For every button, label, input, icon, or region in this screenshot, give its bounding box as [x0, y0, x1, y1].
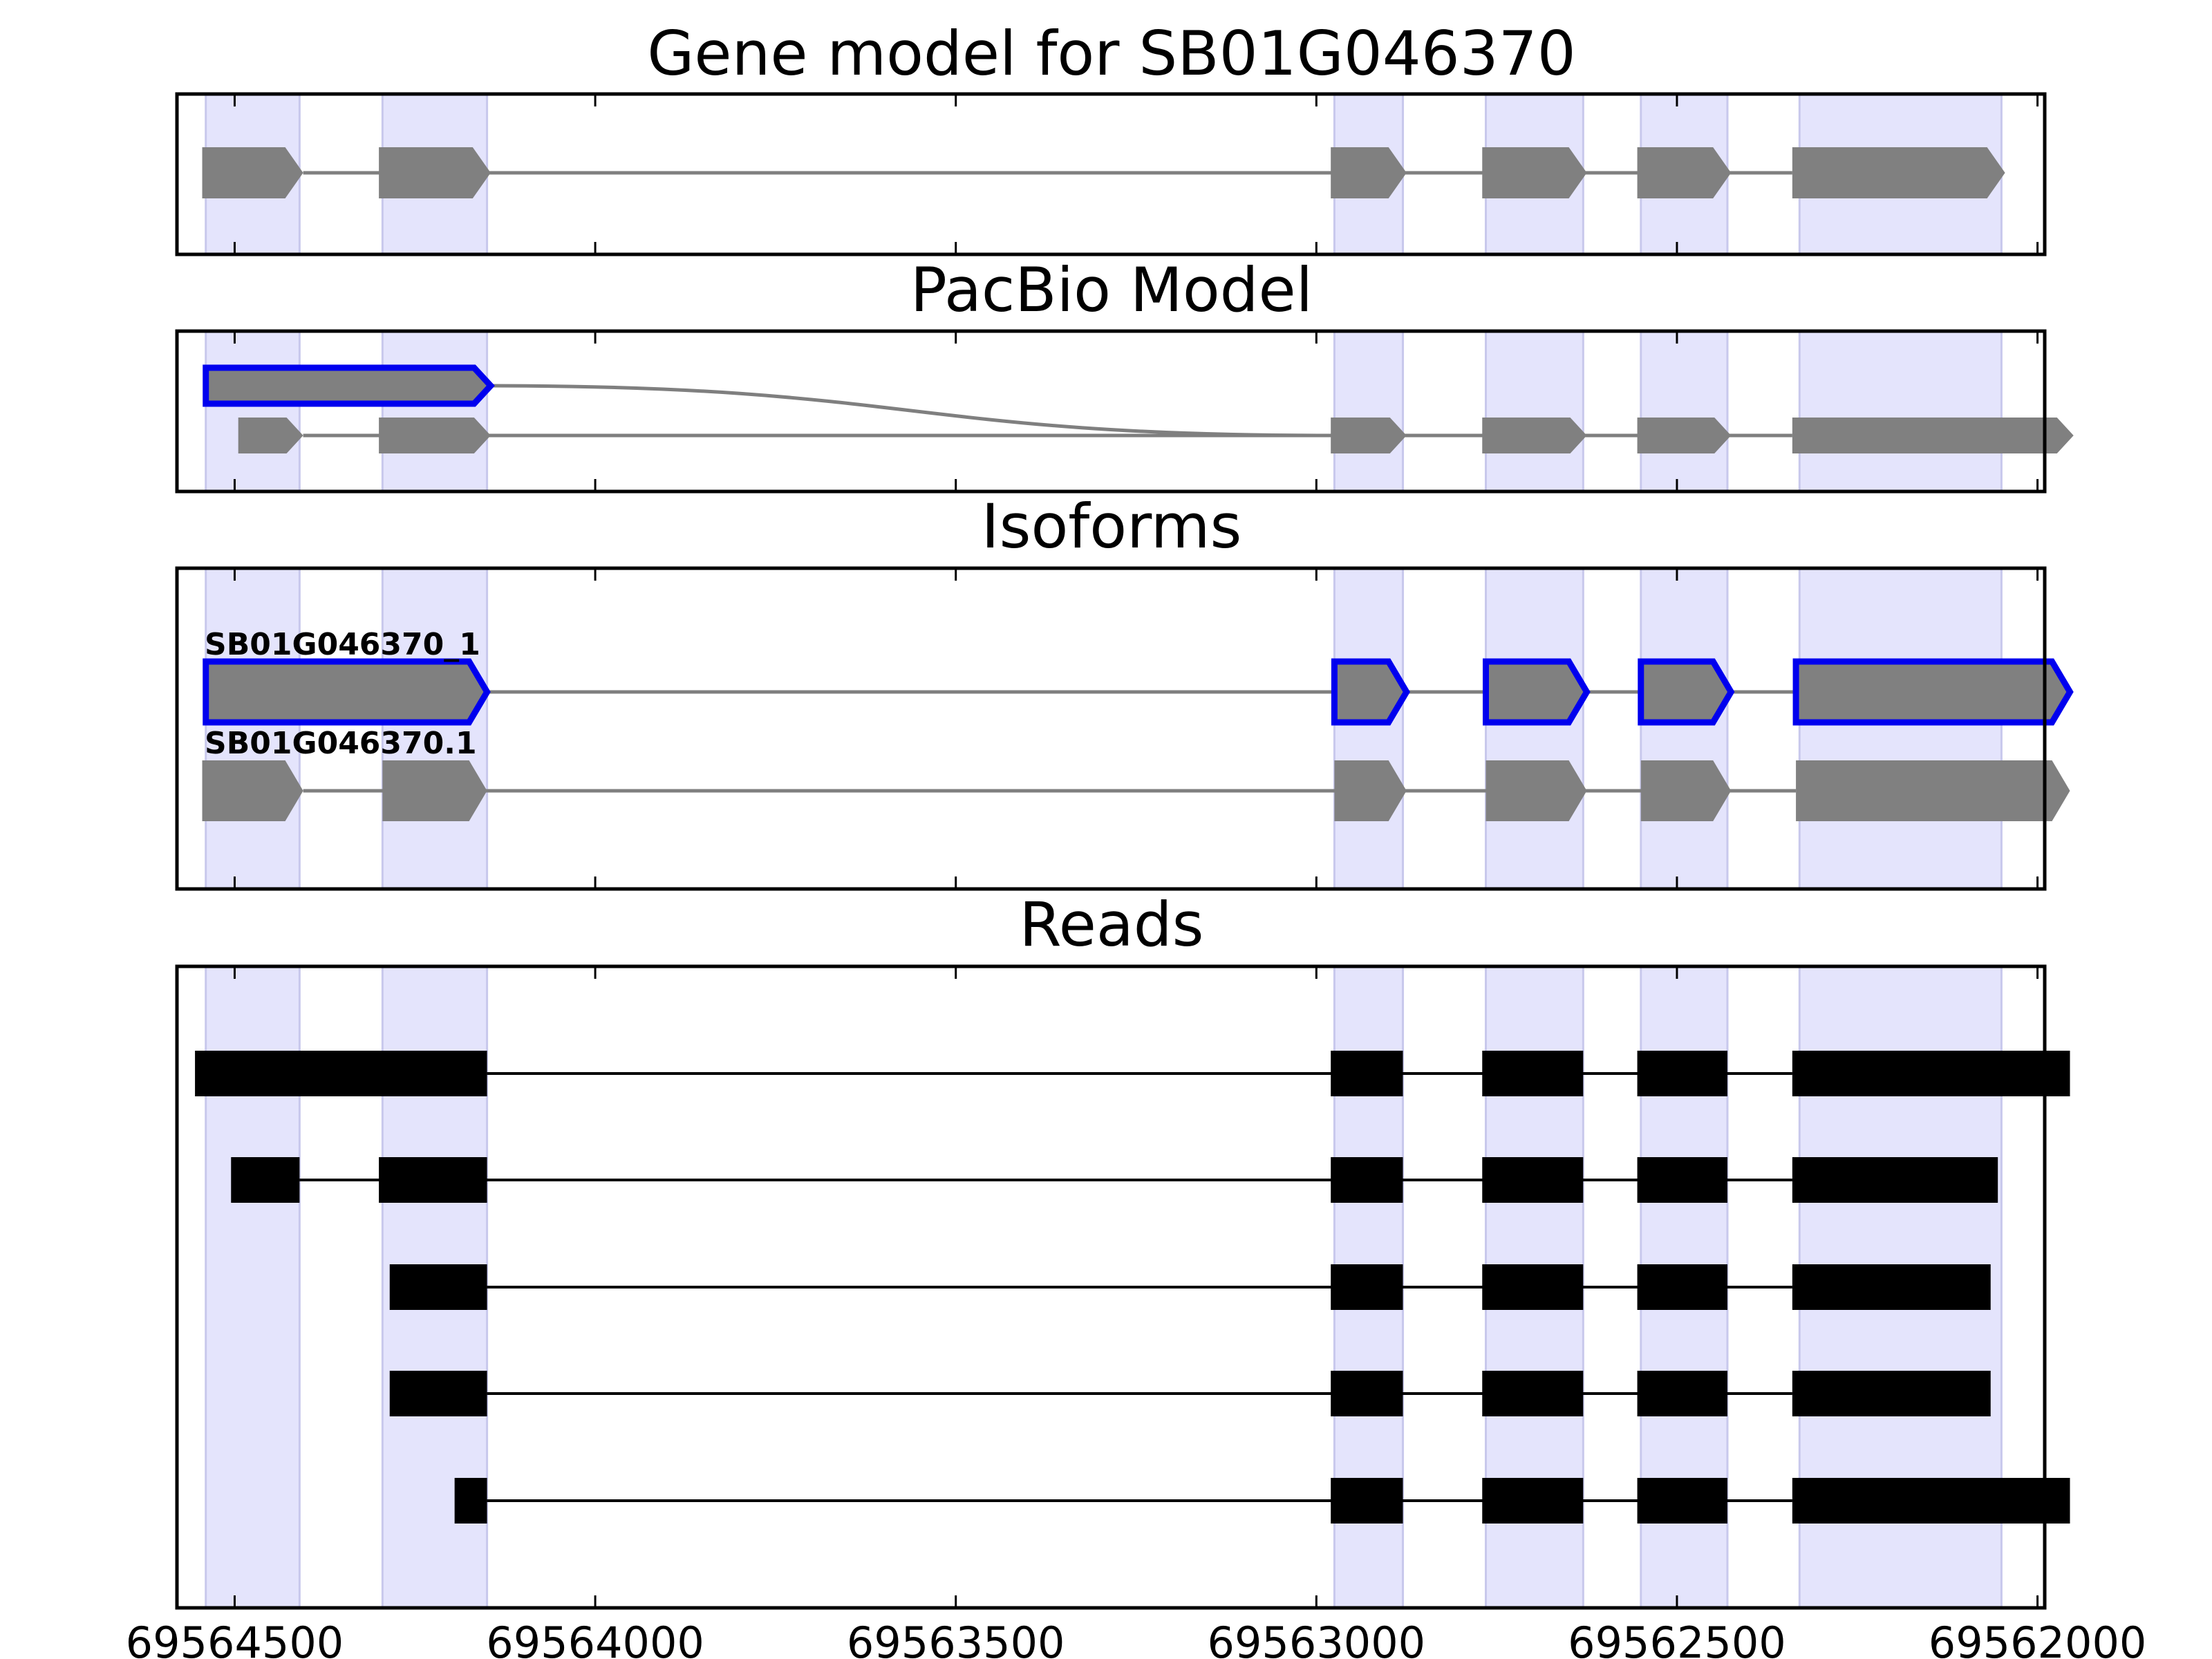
read-block — [1482, 1371, 1584, 1416]
exon-region-band — [1640, 330, 1729, 493]
isoform-label: SB01G046370.1 — [205, 726, 477, 761]
panel-isoforms: Isoforms SB01G046370_1 SB01G046370.1 — [175, 491, 2074, 891]
exon-arrow — [382, 760, 487, 821]
exon-region-band — [1484, 567, 1584, 890]
read-block — [1637, 1478, 1727, 1524]
exon-region-band — [205, 330, 301, 493]
panel-title-pacbio-model: PacBio Model — [910, 254, 1313, 326]
exon-region-band — [205, 567, 301, 890]
isoform-label: SB01G046370_1 — [205, 627, 480, 662]
splice-link-curve — [490, 384, 1331, 438]
exon-region-band — [1640, 567, 1729, 890]
exon-arrow — [1485, 760, 1587, 821]
read-block — [1792, 1371, 1991, 1416]
panel-title-reads: Reads — [1020, 889, 1204, 960]
panel-gene-model: Gene model for SB01G046370 — [175, 18, 2047, 256]
panel-frame — [175, 566, 2047, 891]
read-block — [231, 1157, 300, 1203]
panel-frame — [175, 964, 2047, 1610]
read-block — [1482, 1478, 1584, 1524]
exon-arrow — [238, 418, 303, 453]
highlighted-exon-arrow — [1792, 658, 2074, 726]
read-block — [1792, 1478, 2070, 1524]
exon-arrow — [1792, 147, 2005, 198]
panel-frame — [175, 329, 2047, 494]
read-block — [1331, 1157, 1403, 1203]
panel-reads: Reads — [175, 889, 2070, 1610]
exon-arrow — [1792, 418, 2074, 453]
reads-plot-area — [175, 964, 2070, 1610]
panel-title-gene-model: Gene model for SB01G046370 — [647, 18, 1576, 89]
exon-arrow — [1331, 418, 1407, 453]
panel-pacbio-model: PacBio Model — [175, 254, 2074, 494]
read-block — [389, 1371, 487, 1416]
exon-arrow — [1796, 760, 2070, 821]
read-block — [389, 1264, 487, 1310]
exon-arrow — [1482, 147, 1587, 198]
exon-arrow — [379, 418, 491, 453]
exon-arrow — [202, 147, 303, 198]
x-axis-tick-labels: 69564500 69564000 69563500 69563000 69562500… — [126, 1618, 2147, 1659]
gene-model-plot-area — [175, 92, 2047, 256]
isoforms-plot-area: SB01G046370_1 SB01G046370.1 — [175, 566, 2074, 891]
exon-arrow — [1640, 760, 1732, 821]
exon-arrow — [1637, 418, 1732, 453]
read-block — [1482, 1157, 1584, 1203]
highlighted-exon-arrow — [1638, 658, 1735, 726]
highlighted-exon-arrow — [203, 364, 495, 407]
exon-region-band — [381, 330, 489, 493]
x-tick-label: 69563500 — [847, 1618, 1065, 1659]
exon-arrow — [202, 760, 303, 821]
exon-arrow — [1482, 418, 1587, 453]
panel-frame — [175, 92, 2047, 256]
highlighted-exon-arrow — [1331, 658, 1410, 726]
read-block — [1331, 1371, 1403, 1416]
read-block — [1331, 1264, 1403, 1310]
x-tick-label: 69562000 — [1929, 1618, 2147, 1659]
exon-region-band — [1484, 330, 1584, 493]
highlighted-exon-arrow — [1482, 658, 1591, 726]
read-block — [1792, 1051, 2070, 1096]
exon-region-band — [1798, 567, 2003, 890]
exon-region-band — [1798, 330, 2003, 493]
x-tick-label: 69563000 — [1208, 1618, 1426, 1659]
read-block — [1792, 1157, 1998, 1203]
highlighted-exon-arrow — [203, 658, 491, 726]
read-block — [195, 1051, 487, 1096]
read-block — [454, 1478, 487, 1524]
read-block — [1331, 1051, 1403, 1096]
read-block — [379, 1157, 487, 1203]
read-block — [1331, 1478, 1403, 1524]
read-block — [1637, 1051, 1727, 1096]
x-tick-label: 69564000 — [486, 1618, 704, 1659]
exon-arrow — [379, 147, 491, 198]
read-block — [1637, 1157, 1727, 1203]
x-tick-label: 69564500 — [126, 1618, 344, 1659]
pacbio-model-plot-area — [175, 329, 2074, 494]
exon-region-band — [1333, 567, 1405, 890]
exon-region-band — [1333, 330, 1405, 493]
panel-title-isoforms: Isoforms — [982, 491, 1242, 562]
read-block — [1792, 1264, 1991, 1310]
read-block — [1482, 1051, 1584, 1096]
read-block — [1637, 1264, 1727, 1310]
exon-arrow — [1637, 147, 1732, 198]
read-block — [1482, 1264, 1584, 1310]
read-block — [1637, 1371, 1727, 1416]
x-tick-label: 69562500 — [1568, 1618, 1786, 1659]
exon-arrow — [1331, 147, 1407, 198]
exon-arrow — [1334, 760, 1407, 821]
